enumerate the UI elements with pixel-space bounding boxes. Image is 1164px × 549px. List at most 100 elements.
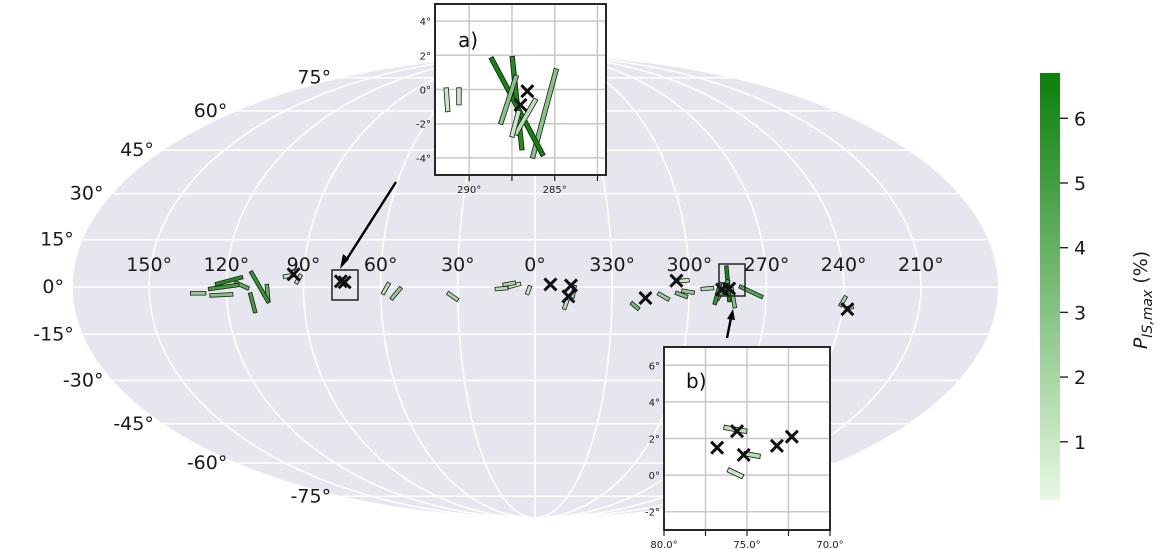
polarization-vector xyxy=(700,285,715,292)
arrowhead-a xyxy=(340,254,349,269)
longitude-tick-labels: 210° 240° 270° 300° 330° 0° 30° 60° 90° 120° 150° xyxy=(126,254,943,276)
inset-y-tick-label: 0° xyxy=(420,86,431,97)
inset-b-label: b) xyxy=(686,369,707,393)
colorbar-tick-label: 3 xyxy=(1074,302,1086,324)
inset-a-label: a) xyxy=(458,28,478,52)
longitude-tick-label: 60° xyxy=(364,254,398,276)
polarization-vector xyxy=(389,285,404,301)
polarization-vector xyxy=(524,284,533,296)
inset-polarization-vector xyxy=(443,87,451,113)
inset-x-tick-label: 75.0° xyxy=(733,540,760,549)
latitude-tick-label: -60° xyxy=(187,452,228,474)
polarization-vector xyxy=(502,280,517,288)
polarization-vector xyxy=(380,281,392,296)
inset-a-stars xyxy=(513,84,535,112)
longitude-tick-label: 330° xyxy=(589,254,635,276)
star-marker xyxy=(563,278,579,293)
mollweide-map: 210°240°270°300°330°0°30°60°90°120°150° … xyxy=(33,55,998,519)
latitude-tick-label: -15° xyxy=(33,323,74,345)
star-marker xyxy=(286,267,301,282)
colorbar-tick-label: 6 xyxy=(1074,108,1086,130)
colorbar-tick-label: 2 xyxy=(1074,367,1086,389)
longitude-tick-label: 150° xyxy=(126,254,172,276)
polarization-vector xyxy=(680,288,696,296)
inset-b-tick-labels: 70.0° 75.0° 80.0° 6° 4° 2° 0° -2° xyxy=(645,361,844,549)
latitude-tick-label: 15° xyxy=(40,229,74,251)
inset-star-marker xyxy=(784,429,799,444)
inset-y-tick-label: -2° xyxy=(645,508,660,519)
colorbar-ticks: 1 2 3 4 5 6 xyxy=(1060,108,1086,454)
longitude-tick-label: 210° xyxy=(898,254,944,276)
inset-x-tick-label: 80.0° xyxy=(650,540,677,549)
inset-polarization-vector xyxy=(456,87,462,106)
arrow-to-box-b xyxy=(725,317,733,339)
inset-star-marker xyxy=(710,440,725,455)
zoom-box-b xyxy=(718,263,746,297)
zoom-box-a xyxy=(331,269,359,301)
inset-polarization-vector xyxy=(529,67,560,160)
longitude-tick-label: 90° xyxy=(287,254,321,276)
longitude-tick-label: 300° xyxy=(666,254,712,276)
colorbar-tick-label: 5 xyxy=(1074,173,1086,195)
inset-y-tick-label: 4° xyxy=(649,398,660,409)
inset-polarization-vector xyxy=(497,74,520,126)
polarization-vector xyxy=(494,285,509,292)
inset-star-marker xyxy=(520,84,535,99)
latitude-tick-label: 30° xyxy=(70,183,104,205)
latitude-tick-label: 60° xyxy=(194,100,228,122)
polarization-vector xyxy=(674,290,689,300)
polarization-vector xyxy=(656,291,671,302)
star-marker xyxy=(840,302,855,317)
inset-b: b) 70.0° 75.0° 80.0° 6° 4° 2° 0° -2° xyxy=(645,346,844,549)
polarization-vector xyxy=(629,300,641,312)
latitude-tick-label: 45° xyxy=(120,139,154,161)
inset-a-frame xyxy=(434,3,607,176)
inset-star-marker xyxy=(513,97,528,112)
star-marker xyxy=(333,274,348,289)
inset-polarization-vector xyxy=(726,467,745,480)
polarization-vector xyxy=(209,292,234,298)
inset-y-tick-label: 0° xyxy=(649,471,660,482)
inset-star-marker xyxy=(729,424,745,439)
inset-a-tick-labels: 285° 290° 4° 2° 0° -2° -4° xyxy=(416,17,567,196)
latitude-tick-labels: 75° 60° 45° 30° 15° 0° -15° -30° -45° -60° -75° xyxy=(33,67,331,508)
polarization-vector xyxy=(248,269,271,305)
inset-b-frame xyxy=(663,346,831,531)
longitude-tick-label: 120° xyxy=(203,254,249,276)
inset-y-tick-label: 4° xyxy=(420,17,431,28)
colorbar-tick-label: 1 xyxy=(1074,432,1086,454)
inset-x-tick-label: 285° xyxy=(543,185,567,196)
star-marker xyxy=(638,291,653,306)
colorbar-tick-label: 4 xyxy=(1074,238,1086,260)
inset-y-tick-label: 2° xyxy=(649,435,660,446)
inset-y-tick-label: 2° xyxy=(420,51,431,62)
inset-star-marker xyxy=(769,438,784,453)
star-markers xyxy=(286,267,855,317)
inset-y-tick-label: -4° xyxy=(416,154,431,165)
polarization-vector xyxy=(207,282,240,292)
inset-star-marker xyxy=(736,447,751,463)
colorbar-gradient xyxy=(1040,73,1060,500)
star-marker xyxy=(714,282,730,297)
star-marker xyxy=(669,273,684,288)
star-marker xyxy=(561,289,576,304)
inset-b-stars xyxy=(710,424,799,463)
latitude-tick-label: -30° xyxy=(63,369,104,391)
latitude-tick-label: -45° xyxy=(113,413,154,435)
polarization-vector xyxy=(678,277,690,284)
longitude-tick-label: 270° xyxy=(744,254,790,276)
latitude-tick-label: 0° xyxy=(42,276,64,298)
inset-x-tick-label: 70.0° xyxy=(816,540,843,549)
colorbar-label: PIS,max (%) xyxy=(1130,251,1156,349)
inset-a: a) 285° 290° 4° 2° 0° -2° -4° xyxy=(416,3,607,196)
longitude-tick-label: 30° xyxy=(441,254,475,276)
inset-a-vectors xyxy=(443,55,560,160)
polarization-vector xyxy=(247,291,258,314)
latitude-tick-label: 75° xyxy=(297,67,331,89)
polarization-vector xyxy=(214,274,244,287)
inset-x-tick-label: 290° xyxy=(457,185,481,196)
longitude-tick-label: 0° xyxy=(524,254,546,276)
colorbar: 1 2 3 4 5 6 PIS,max (%) xyxy=(1040,73,1156,500)
star-marker xyxy=(337,275,352,290)
